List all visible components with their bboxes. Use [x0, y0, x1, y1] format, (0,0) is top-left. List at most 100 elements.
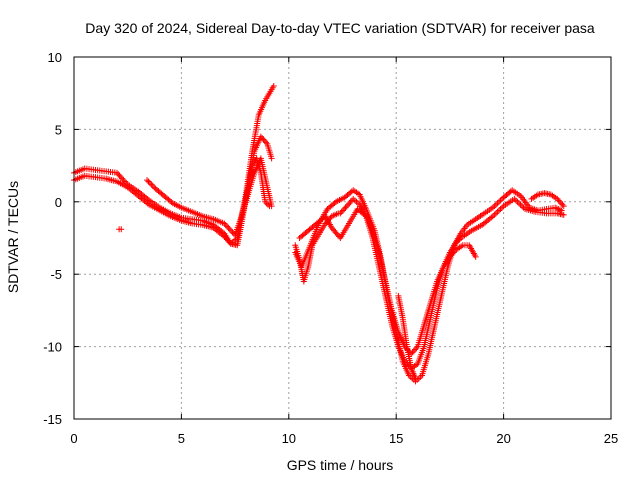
data-point [492, 201, 499, 208]
data-point [345, 201, 352, 208]
data-point [145, 178, 152, 185]
x-tick-label: 0 [70, 431, 77, 446]
data-point [554, 195, 561, 202]
data-point [225, 224, 232, 231]
data-point [263, 139, 270, 146]
data-point [262, 198, 269, 205]
data-point [260, 136, 267, 143]
data-point [229, 229, 236, 236]
data-point [558, 207, 565, 214]
data-point [113, 169, 120, 176]
data-point [343, 203, 350, 210]
data-point [119, 175, 126, 182]
data-point [224, 223, 231, 230]
data-point [512, 197, 519, 204]
data-point [263, 200, 270, 207]
x-tick-label: 5 [178, 431, 185, 446]
series-track-11 [528, 190, 567, 210]
data-point [449, 250, 456, 257]
data-point [491, 211, 498, 218]
data-point [339, 207, 346, 214]
series-track-1 [71, 82, 277, 247]
series-track-4 [240, 155, 273, 213]
data-point [149, 182, 156, 189]
data-point [228, 227, 235, 234]
data-point [265, 201, 272, 208]
data-point [448, 252, 455, 259]
data-point [146, 179, 153, 186]
data-point [559, 201, 566, 208]
data-point [499, 195, 506, 202]
data-point [446, 253, 453, 260]
chart-title: Day 320 of 2024, Sidereal Day-to-day VTE… [85, 20, 595, 36]
plot-frame [73, 56, 612, 420]
axis-ticks: 0 5 10 15 20 25 -15 -10 -5 0 5 10 [43, 50, 618, 446]
data-point [517, 201, 524, 208]
data-point [413, 345, 420, 352]
series-track-10 [292, 210, 342, 285]
data-point [118, 226, 125, 233]
data-point [560, 203, 567, 210]
data-point [342, 204, 349, 211]
data-point [472, 253, 479, 260]
data-point [221, 220, 228, 227]
data-point [412, 375, 419, 382]
series-track-7 [296, 195, 567, 372]
data-point [347, 198, 354, 205]
grid-lines [74, 57, 611, 419]
data-point [558, 200, 565, 207]
data-point [338, 208, 345, 215]
data-point [494, 208, 501, 215]
data-marks [71, 82, 567, 385]
data-point [497, 206, 504, 213]
data-point [151, 184, 158, 191]
data-point [148, 181, 155, 188]
data-point [323, 219, 330, 226]
data-point [515, 200, 522, 207]
data-point [221, 233, 228, 240]
data-point [324, 217, 331, 224]
data-point [495, 207, 502, 214]
x-axis-label: GPS time / hours [287, 457, 394, 473]
data-point [117, 174, 124, 181]
y-tick-label: -10 [43, 340, 62, 355]
data-point [268, 155, 275, 162]
data-point [116, 172, 123, 179]
y-axis-label: SDTVAR / TECUs [5, 181, 21, 293]
series-track-9 [395, 292, 419, 382]
data-point [497, 197, 504, 204]
data-point [257, 133, 264, 140]
data-point [499, 204, 506, 211]
series-track-2 [71, 133, 275, 249]
data-point [270, 82, 277, 89]
data-point [266, 203, 273, 210]
data-point [259, 135, 266, 142]
series-track-8 [337, 195, 479, 357]
data-point [261, 137, 268, 144]
data-point [555, 197, 562, 204]
data-point [331, 200, 338, 207]
x-tick-label: 10 [282, 431, 296, 446]
y-tick-label: 10 [48, 50, 62, 65]
data-point [144, 177, 151, 184]
series-track-5 [116, 226, 125, 233]
x-tick-label: 20 [496, 431, 510, 446]
data-point [492, 210, 499, 217]
data-point [120, 177, 127, 184]
data-point [341, 206, 348, 213]
data-point [322, 220, 329, 227]
data-point [556, 198, 563, 205]
data-point [401, 358, 408, 365]
data-point [491, 203, 498, 210]
data-point [115, 171, 122, 178]
data-point [346, 200, 353, 207]
data-point [222, 235, 229, 241]
data-point [168, 199, 175, 206]
data-point [326, 216, 333, 223]
data-point [223, 236, 230, 243]
y-tick-label: -15 [43, 412, 62, 427]
data-point [226, 226, 233, 233]
data-point [495, 198, 502, 205]
data-point [121, 178, 128, 185]
